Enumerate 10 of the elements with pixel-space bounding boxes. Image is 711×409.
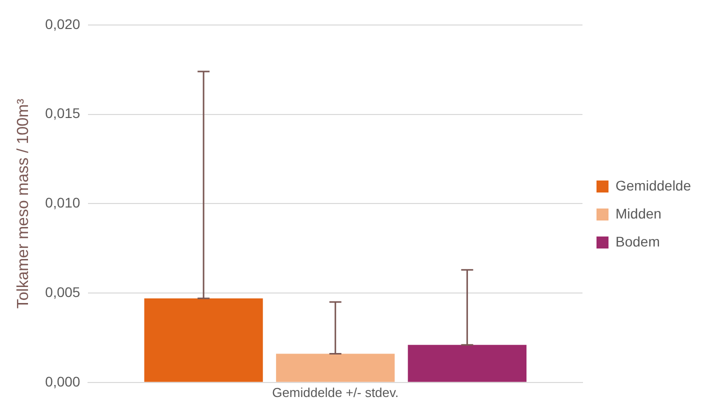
y-tick-label: 0,010 — [45, 194, 80, 211]
y-tick-label: 0,015 — [45, 105, 80, 122]
y-tick-label: 0,005 — [45, 284, 80, 300]
legend-label: Midden — [616, 205, 662, 222]
y-axis-title: Tolkamer meso mass / 100m³ — [15, 98, 32, 309]
x-tick-label: Gemiddelde +/- stdev. — [272, 384, 399, 400]
legend-label: Gemiddelde — [616, 177, 692, 194]
y-tick-label: 0,020 — [45, 16, 80, 32]
legend-label: Bodem — [616, 233, 660, 250]
y-tick-label: 0,000 — [45, 373, 80, 390]
